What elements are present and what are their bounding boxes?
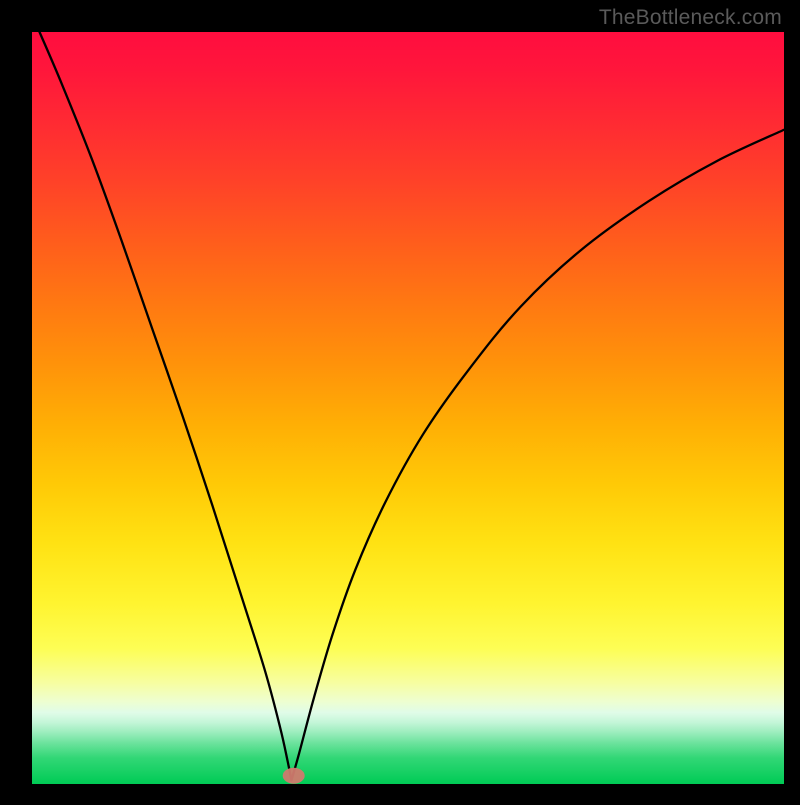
chart-svg (0, 0, 800, 800)
plot-area (32, 32, 784, 784)
bottleneck-chart (0, 0, 800, 800)
watermark-label: TheBottleneck.com (599, 6, 782, 30)
vertex-marker (283, 768, 305, 784)
